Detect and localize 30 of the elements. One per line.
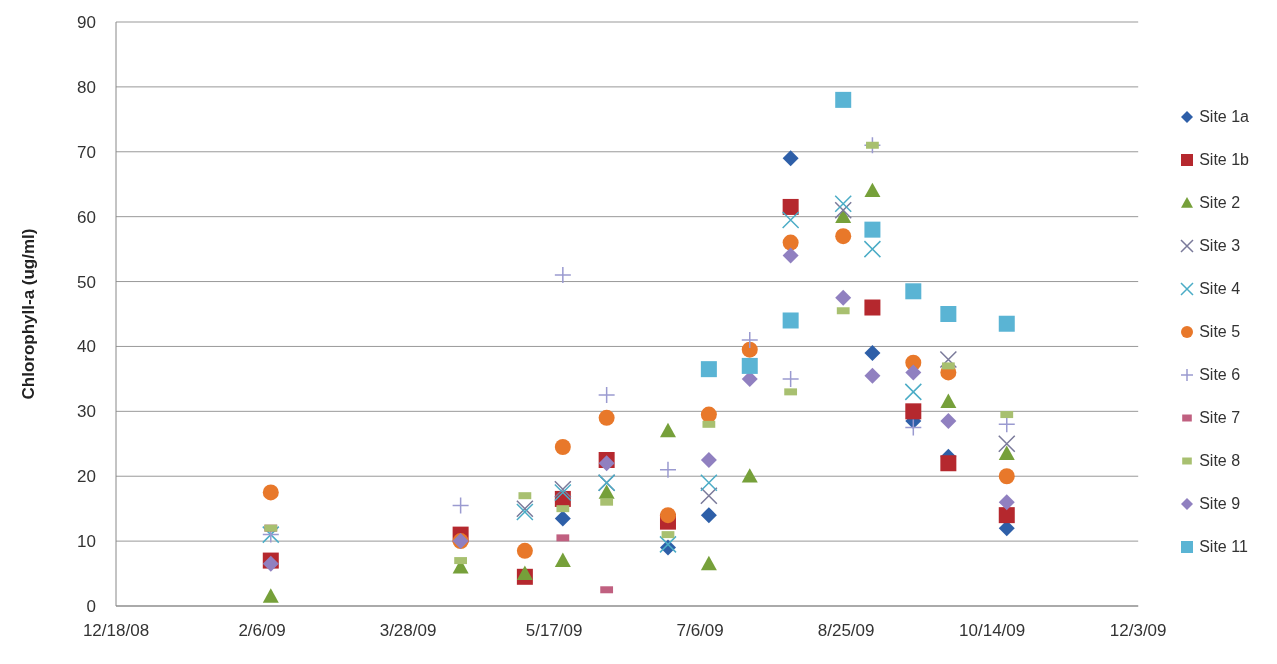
legend-label: Site 1a bbox=[1199, 108, 1249, 126]
x-tick-label: 5/17/09 bbox=[525, 621, 583, 641]
y-axis-title: Chlorophyll-a (ug/ml) bbox=[19, 228, 39, 400]
x-tick-label: 12/18/08 bbox=[82, 621, 150, 641]
legend-label: Site 6 bbox=[1199, 366, 1241, 384]
legend-label: Site 7 bbox=[1199, 409, 1241, 427]
y-tick-label: 40 bbox=[77, 337, 96, 357]
y-tick-label: 30 bbox=[77, 402, 96, 422]
x-tick-label: 8/25/09 bbox=[817, 621, 875, 641]
y-tick-label: 50 bbox=[77, 272, 96, 292]
y-tick-label: 0 bbox=[86, 597, 96, 617]
y-tick-label: 60 bbox=[77, 207, 96, 227]
x-tick-label: 10/14/09 bbox=[959, 621, 1026, 641]
y-tick-label: 90 bbox=[77, 13, 96, 33]
x-tick-label: 12/3/09 bbox=[1109, 621, 1167, 641]
y-tick-label: 20 bbox=[77, 467, 96, 487]
legend-label: Site 9 bbox=[1199, 495, 1241, 513]
y-tick-label: 70 bbox=[77, 142, 96, 162]
legend-label: Site 4 bbox=[1199, 280, 1241, 298]
x-tick-label: 3/28/09 bbox=[379, 621, 437, 641]
legend-label: Site 3 bbox=[1199, 237, 1241, 255]
legend-label: Site 11 bbox=[1199, 538, 1248, 556]
y-tick-label: 80 bbox=[77, 77, 96, 97]
legend-label: Site 1b bbox=[1199, 151, 1249, 169]
legend-label: Site 8 bbox=[1199, 452, 1241, 470]
legend-label: Site 5 bbox=[1199, 323, 1241, 341]
x-tick-label: 2/6/09 bbox=[238, 621, 286, 641]
y-tick-label: 10 bbox=[77, 532, 96, 552]
legend-label: Site 2 bbox=[1199, 194, 1241, 212]
x-tick-label: 7/6/09 bbox=[676, 621, 724, 641]
